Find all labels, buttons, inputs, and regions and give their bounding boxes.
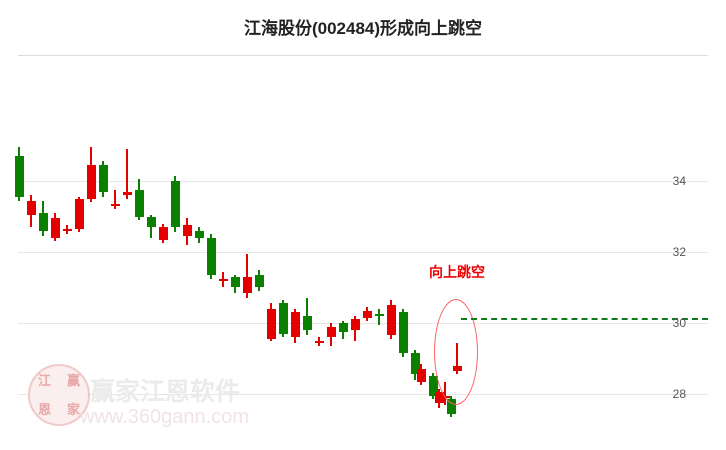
plot-top-border xyxy=(18,55,708,56)
candle-body xyxy=(434,392,444,403)
candle-body xyxy=(254,275,264,288)
page-title: 江海股份(002484)形成向上跳空 xyxy=(243,19,483,38)
y-axis-tick-label: 28 xyxy=(672,387,686,401)
candle-body xyxy=(416,369,426,382)
y-axis-tick-label: 30 xyxy=(672,316,686,330)
gridline xyxy=(18,252,708,253)
plot-area: 向上跳空 3432302826 09-1509-2910-2011-0311-1… xyxy=(0,55,708,418)
candle-body xyxy=(50,218,60,238)
candle-body xyxy=(266,308,276,339)
candle-body xyxy=(302,315,312,331)
candle-body xyxy=(428,376,438,396)
gap-highlight-ellipse xyxy=(434,299,478,405)
candle-body xyxy=(62,228,72,231)
gap-level-dashed-line xyxy=(461,318,708,320)
gridline xyxy=(18,394,708,395)
candle-body xyxy=(14,156,24,197)
candle-body xyxy=(122,191,132,196)
gridline xyxy=(18,323,708,324)
candle-body xyxy=(386,305,396,336)
candle-body xyxy=(290,312,300,338)
candle-body xyxy=(278,303,288,334)
candle-body xyxy=(134,189,144,217)
candle-body xyxy=(38,212,48,231)
candle-body xyxy=(338,323,348,332)
candle-body xyxy=(410,353,420,375)
candle-body xyxy=(74,198,84,229)
candle-wick xyxy=(114,189,116,210)
candle-body xyxy=(98,165,108,192)
y-axis-tick-label: 34 xyxy=(672,174,686,188)
candle-body xyxy=(218,278,228,281)
candle-body xyxy=(374,314,384,317)
candle-body xyxy=(110,204,120,207)
candle-wick xyxy=(378,308,380,325)
candle-body xyxy=(362,310,372,318)
candle-body xyxy=(26,200,36,215)
candle-body xyxy=(350,319,360,331)
candle-body xyxy=(146,216,156,228)
candle-body xyxy=(326,326,336,338)
gridline xyxy=(18,181,708,182)
candle-body xyxy=(170,181,180,228)
candle-body xyxy=(242,276,252,293)
candle-body xyxy=(398,312,408,354)
candle-body xyxy=(182,225,192,237)
y-axis-tick-label: 32 xyxy=(672,245,686,259)
gap-annotation-label: 向上跳空 xyxy=(429,264,485,280)
candle-body xyxy=(230,276,240,288)
candle-body xyxy=(314,340,324,343)
candle-wick xyxy=(126,149,128,199)
candle-wick xyxy=(246,253,248,299)
candle-body xyxy=(206,237,216,276)
candle-body xyxy=(86,165,96,199)
candle-body xyxy=(158,227,168,240)
candle-body xyxy=(446,399,456,414)
candle-body xyxy=(194,230,204,238)
